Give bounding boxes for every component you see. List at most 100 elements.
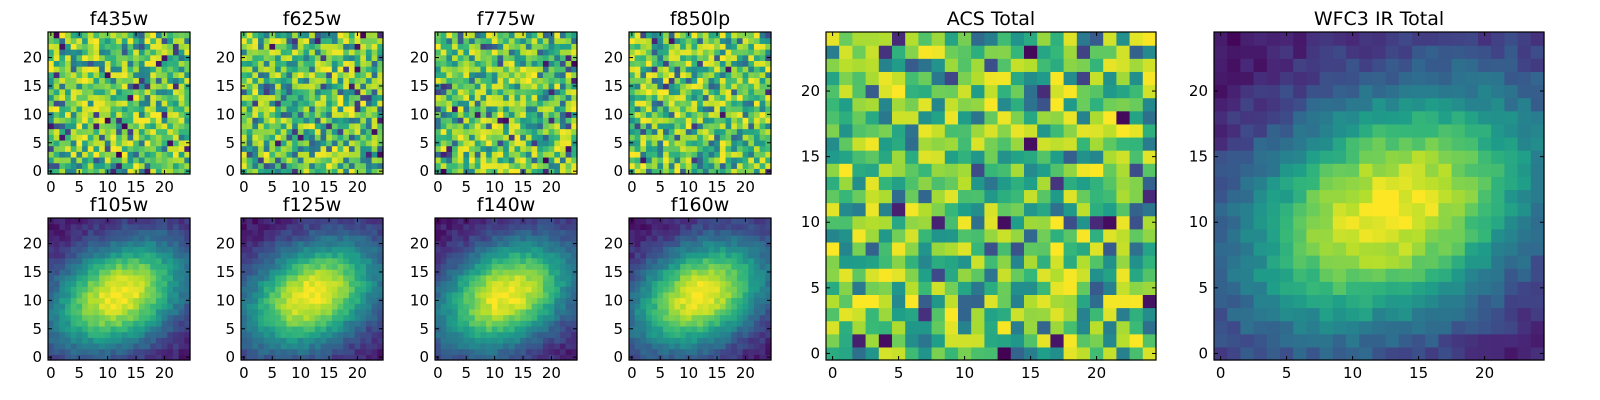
heatmap-cell [82, 145, 89, 152]
heatmap-cell [520, 88, 527, 96]
heatmap-cell [629, 337, 636, 344]
heatmap-cell [155, 263, 163, 270]
heatmap-cell [753, 77, 761, 84]
heatmap-cell [542, 134, 550, 141]
heatmap-cell [508, 235, 516, 242]
heatmap-cell [138, 257, 146, 265]
heatmap-cell [110, 240, 117, 247]
heatmap-cell [59, 286, 66, 293]
heatmap-cell [377, 60, 384, 67]
heatmap-cell [452, 37, 459, 44]
heatmap-cell [167, 43, 174, 50]
heatmap-cell [241, 162, 248, 169]
heatmap-cell [297, 49, 305, 56]
heatmap-cell [457, 354, 464, 361]
heatmap-cell [365, 263, 373, 270]
heatmap-cell [571, 280, 578, 287]
heatmap-cell [463, 111, 470, 118]
heatmap-cell [474, 235, 482, 242]
heatmap-cell [87, 348, 95, 355]
heatmap-cell [303, 308, 310, 316]
heatmap-cell [150, 257, 157, 265]
heatmap-cell [161, 331, 168, 338]
heatmap-cell [309, 32, 316, 39]
heatmap-cell [708, 49, 715, 56]
heatmap-cell [121, 303, 129, 310]
heatmap-cell [150, 37, 157, 44]
heatmap-cell [525, 269, 533, 276]
heatmap-cell [691, 37, 698, 44]
heatmap-cell [246, 111, 253, 118]
heatmap-cell [674, 162, 681, 169]
x-tick-label: 10 [485, 364, 504, 382]
heatmap-cell [646, 111, 653, 118]
heatmap-cell [531, 280, 538, 287]
heatmap-cell [365, 240, 373, 247]
heatmap-cell [753, 105, 761, 113]
heatmap-cell [167, 145, 174, 152]
heatmap-cell [70, 337, 77, 344]
heatmap-cell [554, 168, 561, 175]
heatmap-cell [104, 162, 112, 169]
heatmap-cell [491, 223, 499, 230]
heatmap-cell [365, 274, 373, 282]
heatmap-cell [657, 77, 664, 84]
heatmap-cell [121, 314, 129, 321]
heatmap-cell [748, 134, 755, 141]
heatmap-cell [82, 83, 89, 90]
heatmap-cell [565, 156, 572, 164]
heatmap-cell [127, 286, 134, 293]
heatmap-cell [246, 320, 253, 327]
heatmap-cell [634, 139, 641, 147]
heatmap-cell [360, 60, 367, 67]
heatmap-cell [133, 337, 140, 344]
heatmap-cell [702, 280, 710, 287]
heatmap-cell [258, 308, 265, 316]
heatmap-cell [133, 54, 140, 61]
heatmap-cell [765, 280, 772, 287]
heatmap-cell [446, 286, 453, 293]
heatmap-cell [691, 105, 698, 113]
heatmap-cell [348, 354, 356, 361]
heatmap-cell [520, 145, 527, 152]
heatmap-cell [748, 291, 755, 299]
heatmap-cell [59, 168, 66, 175]
heatmap-cell [525, 280, 533, 287]
heatmap-cell [691, 100, 698, 107]
heatmap-cell [144, 37, 151, 44]
heatmap-cell [663, 280, 670, 287]
heatmap-cell [503, 105, 510, 113]
heatmap-cell [172, 43, 180, 50]
heatmap-cell [59, 308, 66, 316]
heatmap-cell [571, 94, 578, 101]
heatmap-cell [486, 297, 493, 304]
heatmap-cell [446, 117, 453, 124]
heatmap-cell [331, 354, 339, 361]
heatmap-cell [178, 337, 185, 344]
heatmap-cell [657, 37, 664, 44]
heatmap-cell [326, 337, 333, 344]
heatmap-cell [748, 94, 755, 101]
heatmap-cell [354, 60, 361, 67]
heatmap-cell [719, 71, 727, 79]
heatmap-cell [759, 303, 766, 310]
heatmap-cell [742, 54, 749, 61]
heatmap-cell [150, 168, 157, 175]
heatmap-cell [685, 37, 693, 44]
heatmap-cell [765, 337, 772, 344]
heatmap-cell [138, 314, 146, 321]
heatmap-cell [263, 274, 270, 282]
heatmap-cell [753, 88, 761, 96]
heatmap-cell [59, 303, 66, 310]
heatmap-cell [65, 156, 72, 164]
heatmap-cell [634, 354, 641, 361]
heatmap-cell [172, 122, 180, 130]
heatmap-cell [110, 314, 117, 321]
heatmap-cell [371, 156, 378, 164]
heatmap-cell [280, 111, 288, 118]
heatmap-cell [691, 71, 698, 79]
heatmap-cell [178, 303, 185, 310]
heatmap-cell [184, 263, 191, 270]
heatmap-cell [663, 348, 670, 355]
heatmap-cell [275, 320, 282, 327]
